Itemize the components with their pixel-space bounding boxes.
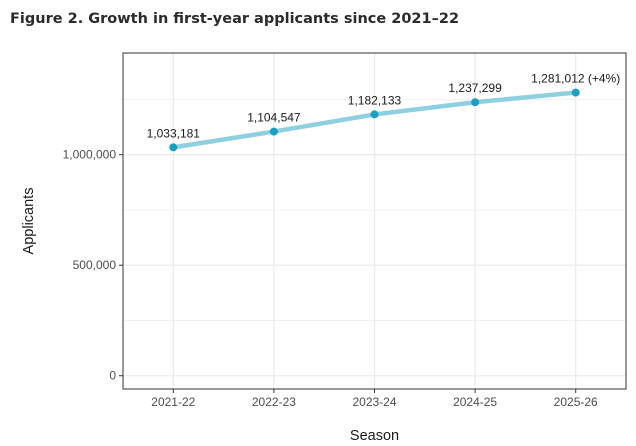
data-label: 1,281,012 (+4%) xyxy=(531,72,620,86)
y-axis-title: Applicants xyxy=(21,188,37,255)
y-tick-label: 0 xyxy=(109,369,116,383)
data-labels: 1,033,181 1,104,547 1,182,133 1,237,299 1,28… xyxy=(147,72,621,141)
x-tick-label: 2022-23 xyxy=(252,395,296,409)
data-point xyxy=(471,98,480,107)
x-tick-label: 2024-25 xyxy=(453,395,497,409)
data-point xyxy=(571,88,580,97)
data-label: 1,033,181 xyxy=(147,126,201,140)
x-tick-label: 2023-24 xyxy=(352,395,396,409)
y-tick-label: 500,000 xyxy=(73,258,117,272)
data-point xyxy=(169,143,178,152)
grid-lines xyxy=(123,53,626,389)
data-label: 1,104,547 xyxy=(247,111,301,125)
series-points xyxy=(169,88,580,152)
data-label: 1,182,133 xyxy=(348,93,402,107)
data-label: 1,237,299 xyxy=(448,81,502,95)
x-tick-label: 2025-26 xyxy=(554,395,598,409)
data-point xyxy=(269,127,278,136)
plot-panel-border xyxy=(122,52,627,390)
y-tick-label: 1,000,000 xyxy=(63,148,117,162)
data-point xyxy=(370,110,379,119)
x-axis-title: Season xyxy=(350,428,399,444)
figure-title: Figure 2. Growth in first-year applicant… xyxy=(10,11,460,27)
axes: 0 500,000 1,000,000 2021-22 2022-23 2023-24 20… xyxy=(63,148,598,409)
x-tick-label: 2021-22 xyxy=(151,395,195,409)
